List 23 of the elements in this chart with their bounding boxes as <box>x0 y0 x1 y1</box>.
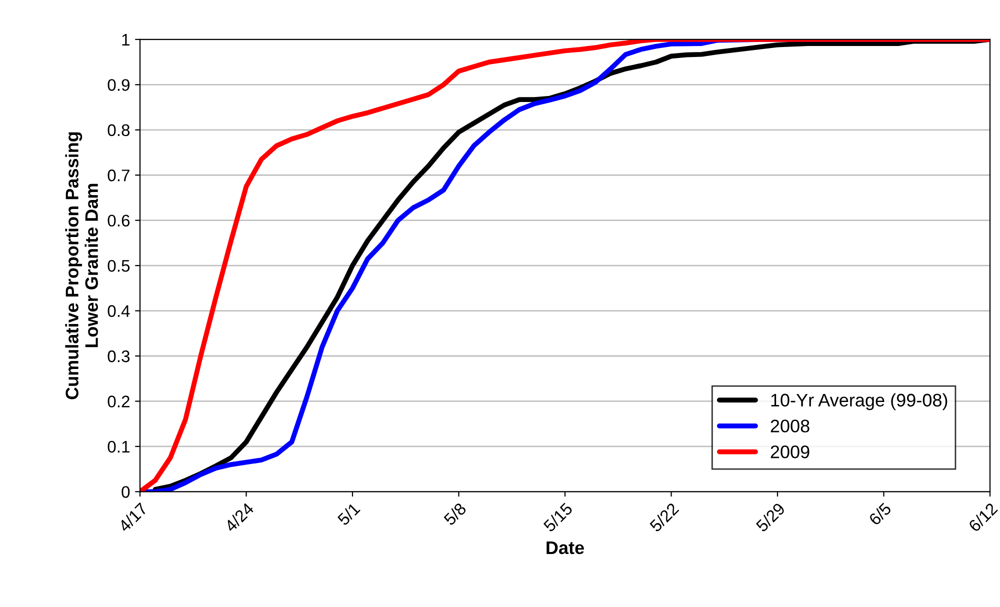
legend-label: 10-Yr Average (99-08) <box>771 393 948 410</box>
y-tick-label: 0.7 <box>108 170 130 182</box>
x-tick-label: 4/24 <box>224 502 255 533</box>
legend-label: 2009 <box>770 446 810 458</box>
y-tick-label: 1 <box>122 34 130 46</box>
x-tick-label: 5/29 <box>755 502 786 533</box>
x-tick-label: 6/12 <box>968 502 998 532</box>
y-tick-label: 0 <box>122 486 130 498</box>
x-tick-label: 5/22 <box>648 502 680 533</box>
x-tick-label: 6/5 <box>868 502 892 526</box>
y-tick-label: 0.6 <box>108 214 130 227</box>
x-axis-title: Date <box>546 542 584 554</box>
y-tick-label: 0.5 <box>108 260 130 272</box>
y-tick-label: 0.9 <box>108 79 130 91</box>
x-tick-label: 5/8 <box>442 502 467 526</box>
x-tick-label: 5/1 <box>336 502 361 526</box>
y-tick-label: 0.3 <box>108 350 130 362</box>
y-tick-label: 0.2 <box>108 396 130 408</box>
y-tick-label: 0.8 <box>108 124 130 136</box>
y-tick-label: 0.4 <box>108 305 130 317</box>
y-tick-label: 0.1 <box>108 440 130 453</box>
y-axis-title: Cumulative Proportion Passing Lower Granite Dam <box>65 132 98 400</box>
legend-label: 2008 <box>770 420 810 432</box>
